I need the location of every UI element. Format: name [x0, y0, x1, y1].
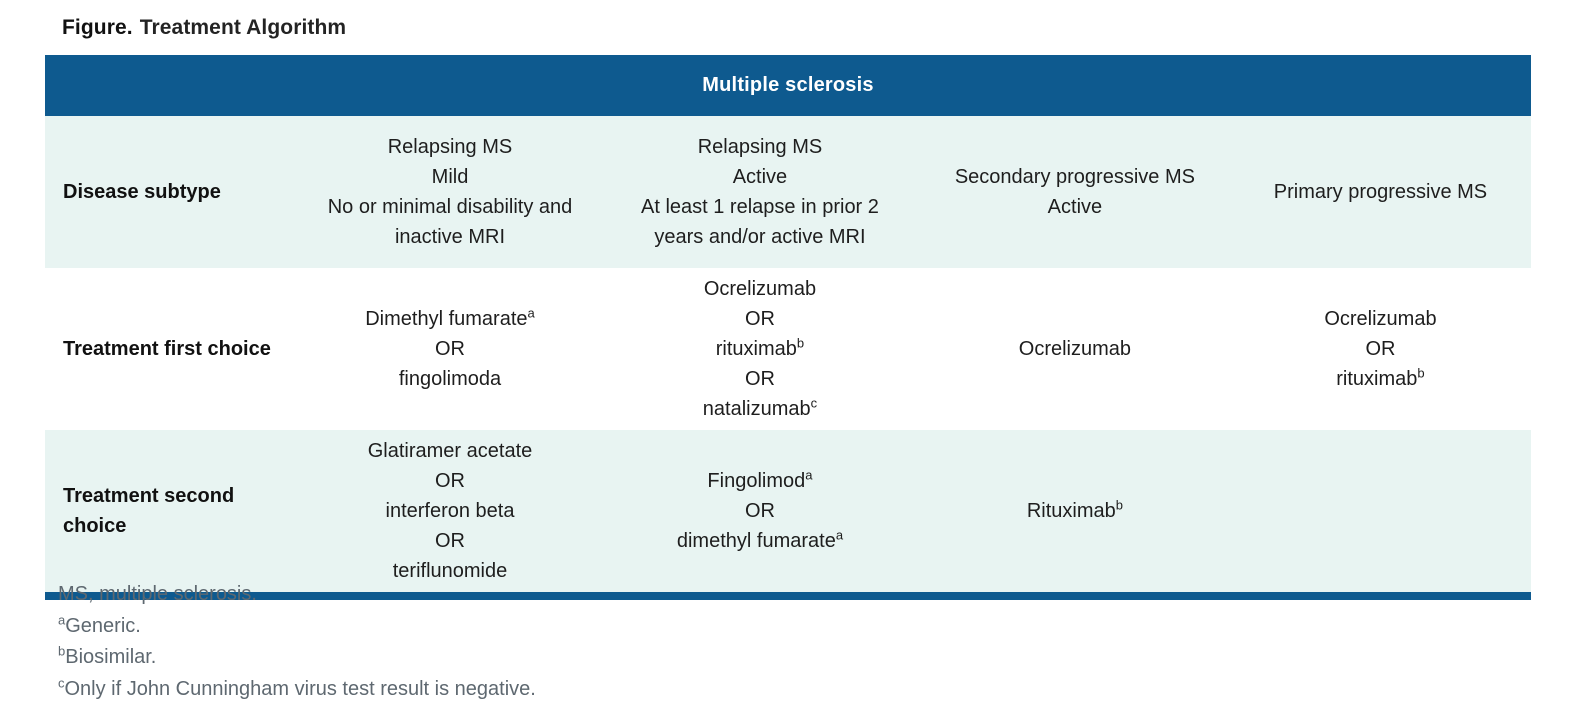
footnote-marker: a	[58, 611, 66, 627]
table-cell: Ocrelizumab	[919, 268, 1230, 430]
table-cell-line: OR	[744, 368, 775, 390]
table-cell-line: years and/or active MRI	[654, 226, 866, 248]
table-cell	[1229, 430, 1531, 596]
table-cell-line: Relapsing MS	[387, 136, 513, 158]
table-cell: Glatiramer acetate OR interferon beta OR ter…	[299, 430, 600, 596]
table-cell: Primary progressive MS	[1229, 116, 1531, 268]
table-row: Disease subtype Relapsing MS Mild No or min…	[45, 116, 1531, 268]
footnote-marker: a	[527, 305, 535, 321]
figure-title-text: Treatment Algorithm	[139, 16, 347, 39]
table-cell-line: At least 1 relapse in prior 2	[641, 196, 879, 218]
table-cell-line: Secondary progressive MS	[954, 166, 1195, 188]
footnote-marker: b	[1115, 497, 1123, 513]
figure-title-label: Figure.	[62, 16, 133, 39]
table-cell-line: OR	[434, 470, 465, 492]
table-cell: Relapsing MS Mild No or minimal disability…	[299, 116, 600, 268]
figure-title: Figure. Treatment Algorithm	[62, 16, 346, 40]
footnotes: MS, multiple sclerosis. aGeneric. bBiosimi…	[58, 579, 536, 705]
treatment-algorithm-figure: Multiple sclerosis Disease subtype Relaps…	[45, 55, 1531, 600]
footnote: bBiosimilar.	[58, 643, 157, 668]
table-cell-line: inactive MRI	[394, 226, 505, 248]
footnote-marker: b	[1417, 365, 1425, 381]
row-label: Treatment first choice	[45, 268, 300, 430]
table-cell: Relapsing MS Active At least 1 relapse in …	[600, 116, 920, 268]
table-cell-line: Dimethyl fumaratea	[365, 305, 535, 330]
table-cell: Dimethyl fumaratea OR fingolimoda	[299, 268, 600, 430]
table-cell-line: Primary progressive MS	[1273, 181, 1488, 203]
table-cell-line: Rituximabb	[1026, 497, 1123, 522]
footnote-marker: a	[805, 467, 813, 483]
table-cell-line: OR	[434, 338, 465, 360]
table-cell-line: natalizumabc	[702, 395, 818, 420]
table-cell-line: Fingolimoda	[707, 467, 813, 492]
table-cell-line: No or minimal disability and	[327, 196, 573, 218]
table-cell: Secondary progressive MS Active	[919, 116, 1230, 268]
table-cell: Ocrelizumab OR rituximabb OR natalizumabc	[600, 268, 920, 430]
table-cell-line: Mild	[431, 166, 469, 188]
row-label: Treatment second choice	[45, 430, 300, 596]
table-row: Treatment first choice Dimethyl fumaratea…	[45, 268, 1531, 430]
table-header-multiple-sclerosis: Multiple sclerosis	[45, 55, 1531, 116]
table-cell: Rituximabb	[919, 430, 1230, 596]
table-cell-line: Glatiramer acetate	[367, 440, 533, 462]
footnote-marker: b	[796, 335, 805, 351]
table-cell-line: interferon beta	[385, 500, 515, 522]
table-cell: Fingolimoda OR dimethyl fumaratea	[600, 430, 920, 596]
table-cell-line: OR	[744, 500, 775, 522]
footnote-marker: a	[835, 527, 844, 543]
table-cell-line: OR	[744, 308, 775, 330]
table-row: Treatment second choice Glatiramer acetat…	[45, 430, 1531, 596]
table-header-row: Multiple sclerosis	[45, 55, 1531, 116]
table-cell-line: Ocrelizumab	[1018, 338, 1132, 360]
table-cell-line: rituximabb	[1336, 365, 1425, 390]
table-cell-line: teriflunomide	[392, 560, 508, 582]
table-cell-line: Active	[732, 166, 788, 188]
table-cell: Ocrelizumab OR rituximabb	[1229, 268, 1531, 430]
footnote: MS, multiple sclerosis.	[58, 583, 257, 605]
footnote-marker: c	[58, 674, 65, 690]
table-cell-line: Active	[1047, 196, 1103, 218]
treatment-algorithm-table: Multiple sclerosis Disease subtype Relaps…	[45, 55, 1531, 600]
footnote: aGeneric.	[58, 611, 141, 637]
table-cell-line: rituximabb	[715, 335, 805, 360]
table-cell-line: Ocrelizumab	[703, 278, 817, 300]
row-label: Disease subtype	[45, 116, 300, 268]
footnote-marker: b	[58, 643, 66, 659]
footnote-marker: c	[810, 395, 818, 411]
table-cell-line: Ocrelizumab	[1324, 308, 1437, 330]
table-cell-line: dimethyl fumaratea	[676, 527, 844, 552]
table-cell-line: OR	[434, 530, 465, 552]
footnote: cOnly if John Cunningham virus test resu…	[58, 674, 536, 700]
table-cell-line: OR	[1365, 338, 1396, 360]
table-cell-line: fingolimoda	[398, 368, 502, 390]
table-cell-line: Relapsing MS	[697, 136, 823, 158]
